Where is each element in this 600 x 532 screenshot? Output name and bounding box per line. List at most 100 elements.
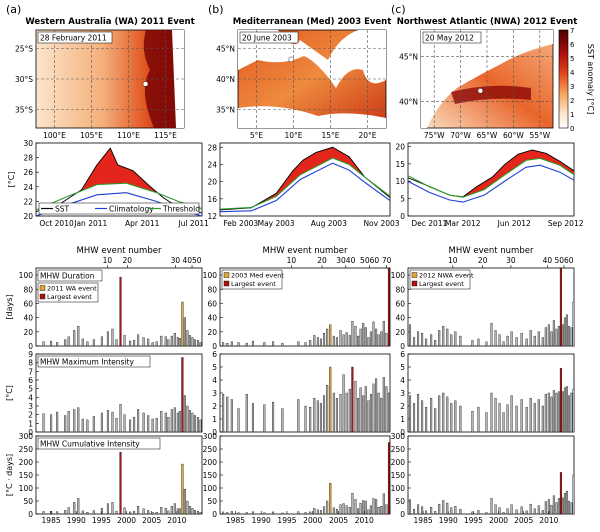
bar <box>170 506 173 515</box>
bar <box>372 383 375 433</box>
colorbar <box>558 29 569 129</box>
bar <box>362 500 365 515</box>
bar <box>50 340 53 347</box>
ts-xtick: Dec 2011 <box>411 219 447 228</box>
bar <box>178 508 181 515</box>
bar <box>129 340 132 347</box>
map-ytick: 45°N <box>216 44 235 53</box>
bar <box>434 511 437 515</box>
year-tick: 2010 <box>539 516 558 525</box>
ts-ytick: 26 <box>23 168 33 177</box>
bar <box>408 324 412 347</box>
bar <box>170 409 173 433</box>
bar <box>147 415 150 433</box>
bar <box>335 509 338 515</box>
mhw-exceedance-fill <box>426 150 574 198</box>
bar <box>251 403 254 433</box>
ts-legend <box>38 202 200 215</box>
location-marker <box>142 81 149 87</box>
bar <box>304 405 307 433</box>
bar <box>425 407 428 433</box>
bar <box>335 398 338 433</box>
bar <box>477 407 480 433</box>
bar-ytick: 80 <box>23 285 33 294</box>
bar-ytick: 300 <box>203 432 218 441</box>
legend-label: Threshold <box>162 205 200 214</box>
bar-ytick: 20 <box>207 328 217 337</box>
bar <box>119 277 122 347</box>
bar <box>297 341 300 347</box>
ts-ytick: 16 <box>207 195 217 204</box>
ts-ytick: 20 <box>23 212 33 221</box>
bar-ytick: 2 <box>212 402 217 411</box>
bar <box>137 506 140 515</box>
bar <box>563 493 566 515</box>
event-tick: 40 <box>543 256 553 265</box>
year-tick: 1995 <box>277 516 296 525</box>
bar <box>385 504 388 515</box>
event-tick: 10 <box>448 256 458 265</box>
bar-ytick: 0 <box>212 510 217 519</box>
bar <box>237 342 240 347</box>
bar <box>382 493 385 515</box>
bar-ytick: 150 <box>203 471 218 480</box>
bar <box>137 334 140 347</box>
bar-ytick: 0 <box>212 428 217 437</box>
bar <box>272 511 275 515</box>
bar <box>377 334 380 347</box>
bar-ytick: 4 <box>28 393 33 402</box>
series-line-climatology <box>407 164 575 203</box>
legend-swatch-event <box>411 272 418 278</box>
series-line-climatology <box>219 162 391 213</box>
bar-ytick: 250 <box>203 445 218 454</box>
bar <box>369 394 372 433</box>
bar <box>380 506 383 515</box>
bar <box>222 511 225 515</box>
bar <box>313 508 316 515</box>
land-mass <box>421 30 553 128</box>
bar <box>367 509 370 515</box>
bar <box>570 392 573 433</box>
map-xtick: 55°W <box>529 131 550 140</box>
bar <box>123 414 126 433</box>
bar <box>413 509 416 515</box>
bar <box>281 342 284 347</box>
bar <box>450 507 453 515</box>
bar <box>555 328 558 347</box>
bar <box>170 335 173 347</box>
bar <box>387 442 390 515</box>
bar <box>77 407 80 433</box>
ts-ytick: 10 <box>395 177 405 186</box>
bar-ytick: 250 <box>391 445 406 454</box>
bar <box>342 503 345 515</box>
bar <box>129 511 132 515</box>
ts-xtick: Sep 2012 <box>548 219 584 228</box>
legend-label: Climatology <box>109 205 154 214</box>
bar <box>563 317 566 347</box>
bar-ytick: 40 <box>395 314 405 323</box>
map-date: 28 February 2011 <box>40 34 107 43</box>
bar <box>537 399 540 433</box>
colorbar-tick: 7 <box>570 27 574 35</box>
bar <box>442 325 445 347</box>
bar <box>176 508 179 515</box>
bar <box>525 338 528 347</box>
bar <box>164 508 167 515</box>
bar <box>494 398 497 433</box>
bar <box>115 417 118 433</box>
bar <box>567 500 570 515</box>
bar <box>506 508 509 515</box>
ts-ytick: 20 <box>207 178 217 187</box>
bar <box>178 411 181 433</box>
bar <box>354 499 357 515</box>
bar <box>369 331 372 347</box>
bar <box>565 386 568 433</box>
ts-ytick: 24 <box>23 183 33 192</box>
bar <box>561 391 564 433</box>
bar <box>193 339 196 347</box>
bar <box>446 502 449 515</box>
bar-ytick: 1 <box>400 415 405 424</box>
bar-ytick: 100 <box>203 271 218 280</box>
map-xtick: 110°E <box>117 131 140 140</box>
bar-ytick: 100 <box>391 484 406 493</box>
